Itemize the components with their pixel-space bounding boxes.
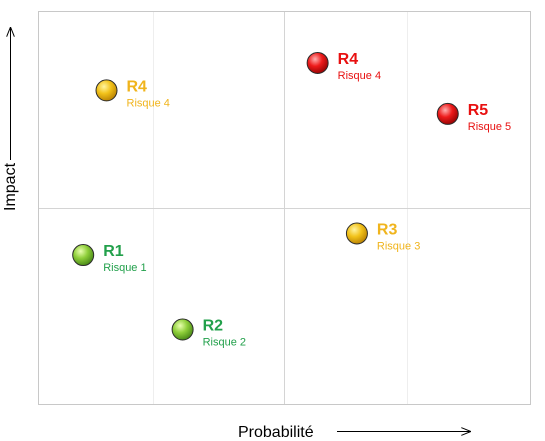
risk-marker (95, 79, 118, 102)
quadrant-dividers (39, 12, 530, 404)
risk-point-r1-4: R1 Risque 1 (72, 243, 147, 274)
risk-code-label: R2 (203, 318, 224, 335)
risk-code-label: R5 (468, 102, 489, 119)
risk-point-r4-0: R4 Risque 4 (95, 78, 170, 109)
risk-name-label: Risque 5 (468, 121, 511, 133)
risk-points: R4 Risque 4 R4 Risque 4 R5 Risque 5 R3 Risque 3… (72, 51, 511, 349)
risk-code-label: R3 (377, 221, 398, 238)
risk-code-label: R4 (338, 51, 359, 68)
risk-point-r5-2: R5 Risque 5 (436, 102, 511, 133)
risk-point-r2-5: R2 Risque 2 (171, 318, 246, 349)
risk-marker (306, 51, 329, 74)
risk-code-label: R4 (127, 78, 148, 95)
risk-name-label: Risque 4 (338, 70, 381, 82)
risk-code-label: R1 (103, 243, 124, 260)
risk-marker (436, 102, 459, 125)
risk-marker (345, 222, 368, 245)
y-axis-label: Impact (2, 162, 19, 211)
risk-name-label: Risque 4 (127, 97, 170, 109)
risk-name-label: Risque 3 (377, 240, 420, 252)
risk-point-r4-1: R4 Risque 4 (306, 51, 381, 82)
risk-point-r3-3: R3 Risque 3 (345, 221, 420, 252)
risk-marker (171, 318, 194, 341)
risk-marker (72, 244, 95, 267)
risk-name-label: Risque 1 (103, 262, 146, 274)
x-axis-label: Probabilité (238, 424, 314, 441)
risk-name-label: Risque 2 (203, 337, 246, 349)
